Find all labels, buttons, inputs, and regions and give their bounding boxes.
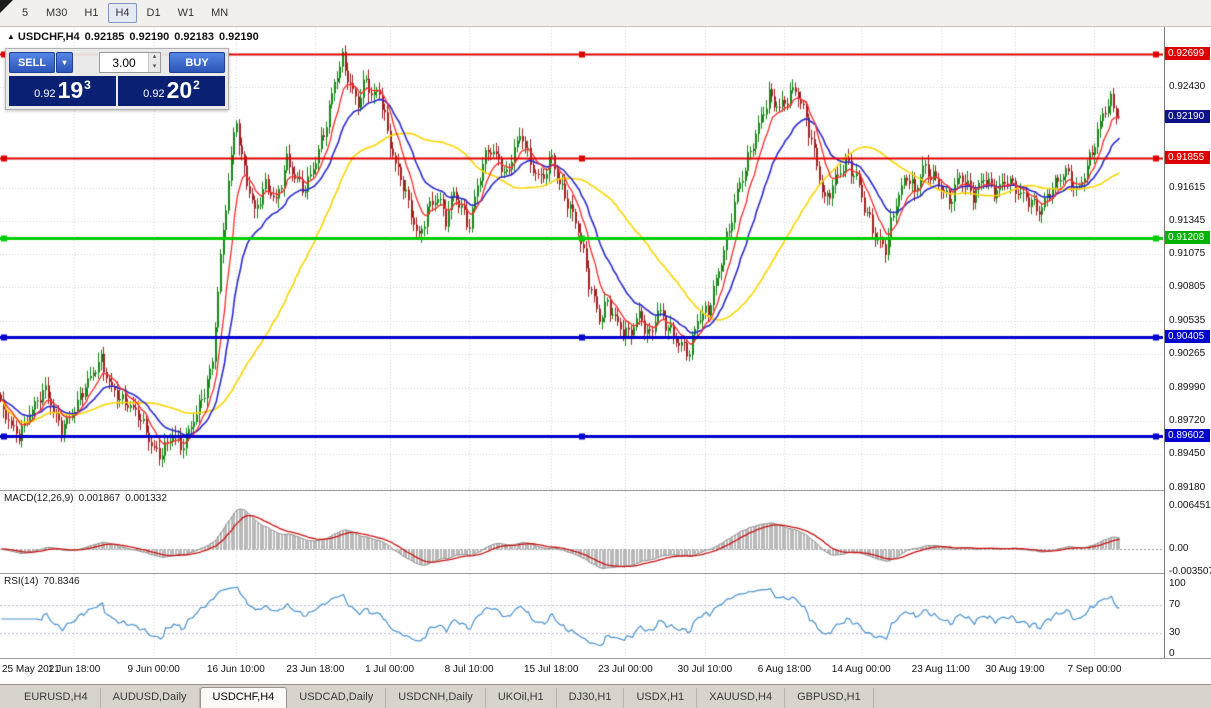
price-tick: 0.91345 [1169, 214, 1206, 226]
rsi-axis-tick: 0 [1169, 648, 1175, 659]
price-tick: 0.91615 [1169, 181, 1206, 193]
price-tick: 0.91075 [1169, 248, 1206, 260]
timeframe-button-h4[interactable]: H4 [108, 3, 137, 23]
chart-tab-usdchf-h4[interactable]: USDCHF,H4 [199, 687, 288, 708]
time-label: 1 Jun 18:00 [48, 664, 101, 675]
price-level-badge: 0.89602 [1165, 428, 1210, 442]
ohlc-open: 0.92185 [84, 31, 125, 43]
volume-input[interactable] [100, 53, 148, 72]
macd-label: MACD(12,26,9) 0.001867 0.001332 [4, 493, 172, 504]
time-label: 6 Aug 18:00 [757, 664, 812, 675]
chart-tab-usdx-h1[interactable]: USDX,H1 [624, 688, 698, 708]
chart-tab-usdcad-daily[interactable]: USDCAD,Daily [287, 688, 387, 708]
chart-tab-ukoil-h1[interactable]: UKOil,H1 [486, 688, 557, 708]
time-label: 30 Aug 19:00 [985, 664, 1045, 675]
timeframe-toolbar: 5 M30 H1 H4 D1 W1 MN [0, 0, 1211, 27]
price-level-badge: 0.91208 [1165, 230, 1210, 244]
corner-wedge-icon [0, 0, 13, 13]
sell-button[interactable]: SELL [9, 52, 55, 73]
time-label: 14 Aug 00:00 [831, 664, 891, 675]
price-tick: 0.89720 [1169, 415, 1206, 427]
order-type-dropdown[interactable]: ▾ [56, 52, 73, 73]
chart-tab-gbpusd-h1[interactable]: GBPUSD,H1 [785, 688, 874, 708]
rsi-name: RSI(14) [4, 576, 39, 587]
rsi-canvas[interactable] [0, 574, 1163, 658]
panel-separator[interactable] [0, 573, 1211, 574]
rsi-axis-tick: 30 [1169, 627, 1181, 638]
time-label: 7 Sep 00:00 [1067, 664, 1122, 675]
price-tick: 0.90805 [1169, 281, 1206, 293]
chart-tab-xauusd-h4[interactable]: XAUUSD,H4 [697, 688, 786, 708]
macd-canvas[interactable] [0, 491, 1163, 572]
collapse-arrow-icon: ▲ [7, 32, 15, 41]
rsi-value: 70.8346 [43, 576, 80, 587]
chart-symbol: USDCHF,H4 [17, 31, 80, 43]
rsi-axis-tick: 70 [1169, 599, 1181, 610]
sell-price-prefix: 0.92 [34, 88, 56, 100]
price-level-badge: 0.91855 [1165, 151, 1210, 165]
timeframe-button-d1[interactable]: D1 [140, 3, 168, 23]
macd-axis-tick: 0.006451 [1169, 500, 1211, 512]
panel-separator[interactable] [0, 490, 1211, 491]
price-level-badge: 0.92699 [1165, 47, 1210, 61]
timeframe-button-h1[interactable]: H1 [77, 3, 105, 23]
price-tick: 0.89450 [1169, 448, 1206, 460]
chart-tab-audusd-daily[interactable]: AUDUSD,Daily [101, 688, 200, 708]
ohlc-close: 0.92190 [218, 31, 259, 43]
buy-price-prefix: 0.92 [143, 88, 165, 100]
time-label: 16 Jun 10:00 [206, 664, 265, 675]
buy-price-sup: 2 [193, 78, 200, 92]
time-label: 23 Jun 18:00 [286, 664, 345, 675]
chart-tab-eurusd-h4[interactable]: EURUSD,H4 [12, 688, 101, 708]
sell-price-sup: 3 [84, 78, 91, 92]
time-label: 15 Jul 18:00 [523, 664, 579, 675]
chart-tab-dj30-h1[interactable]: DJ30,H1 [557, 688, 625, 708]
buy-price-big: 20 [166, 77, 193, 103]
rsi-label: RSI(14) 70.8346 [4, 576, 85, 587]
price-level-badge: 0.90405 [1165, 329, 1210, 343]
ohlc-high: 0.92190 [129, 31, 170, 43]
timeframe-button-m30[interactable]: M30 [39, 3, 74, 23]
time-label: 30 Jul 10:00 [677, 664, 733, 675]
price-axis[interactable]: 0.92430 0.91615 0.91345 0.91075 0.90805 0.905… [1164, 27, 1211, 659]
time-label: 23 Jul 00:00 [598, 664, 653, 675]
time-axis[interactable]: 25 May 2021 1 Jun 18:00 9 Jun 00:00 16 Jun … [0, 659, 1211, 684]
volume-decrease-button[interactable]: ▾ [149, 62, 160, 72]
time-label: 23 Aug 11:00 [911, 664, 970, 675]
price-tick: 0.90265 [1169, 347, 1206, 359]
macd-name: MACD(12,26,9) [4, 493, 74, 504]
timeframe-buttons: 5 M30 H1 H4 D1 W1 MN [14, 3, 235, 23]
volume-steppers: ▴ ▾ [148, 53, 160, 72]
macd-value-main: 0.001867 [78, 493, 121, 504]
price-tick: 0.89180 [1169, 481, 1206, 493]
volume-increase-button[interactable]: ▴ [149, 53, 160, 63]
timeframe-button-5[interactable]: 5 [14, 3, 36, 23]
timeframe-button-w1[interactable]: W1 [171, 3, 202, 23]
macd-value-signal: 0.001332 [125, 493, 167, 504]
ohlc-low: 0.92183 [174, 31, 214, 43]
time-label: 25 May 2021 [2, 664, 60, 675]
price-tick: 0.89990 [1169, 381, 1206, 393]
time-label: 8 Jul 10:00 [444, 664, 494, 675]
chevron-down-icon: ▾ [62, 58, 67, 67]
one-click-trading-panel: SELL ▾ ▴ ▾ BUY 0.92 19 3 0.92 20 2 [5, 48, 229, 110]
chart-tab-usdcnh-daily[interactable]: USDCNH,Daily [386, 688, 486, 708]
price-tick: 0.92430 [1169, 81, 1206, 93]
price-tick: 0.90535 [1169, 314, 1206, 326]
macd-axis-tick: 0.00 [1169, 542, 1189, 554]
sell-price-display[interactable]: 0.92 19 3 [9, 76, 116, 106]
volume-field: ▴ ▾ [99, 52, 161, 73]
sell-price-big: 19 [57, 77, 84, 103]
time-label: 9 Jun 00:00 [127, 664, 180, 675]
chart-ohlc-header: ▲ USDCHF,H4 0.92185 0.92190 0.92183 0.92190 [7, 31, 259, 43]
price-level-badge: 0.92190 [1165, 109, 1210, 123]
time-label: 1 Jul 00:00 [365, 664, 415, 675]
macd-axis-tick: -0.003507 [1169, 566, 1211, 578]
timeframe-button-mn[interactable]: MN [204, 3, 235, 23]
panel-separator[interactable] [0, 658, 1211, 659]
buy-price-display[interactable]: 0.92 20 2 [118, 76, 225, 106]
buy-button[interactable]: BUY [169, 52, 225, 73]
chart-tab-bar: EURUSD,H4 AUDUSD,Daily USDCHF,H4 USDCAD,Dai… [0, 684, 1211, 708]
rsi-axis-tick: 100 [1169, 578, 1186, 589]
